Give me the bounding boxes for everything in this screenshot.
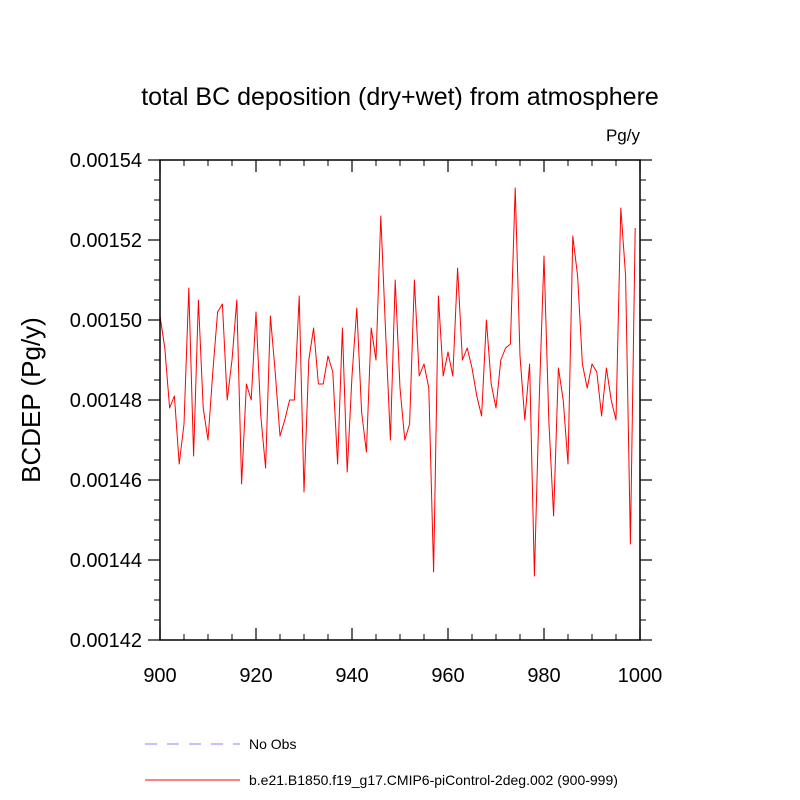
y-tick-label: 0.00142 bbox=[70, 630, 142, 652]
y-tick-label: 0.00152 bbox=[70, 230, 142, 252]
legend-label-1: b.e21.B1850.f19_g17.CMIP6-piControl-2deg… bbox=[249, 772, 618, 788]
plot-frame bbox=[159, 159, 641, 641]
axis-ticks bbox=[148, 159, 652, 641]
x-tick-label: 960 bbox=[431, 665, 464, 687]
units-label: Pg/y bbox=[606, 126, 641, 145]
chart-title: total BC deposition (dry+wet) from atmos… bbox=[141, 83, 659, 111]
legend: No Obs b.e21.B1850.f19_g17.CMIP6-piContro… bbox=[145, 736, 618, 788]
y-tick-label: 0.00154 bbox=[70, 150, 142, 172]
y-axis-label: BCDEP (Pg/y) bbox=[16, 317, 46, 483]
y-tick-label: 0.00144 bbox=[70, 550, 142, 572]
series-line-0 bbox=[159, 187, 636, 577]
x-tick-labels: 900 920 940 960 980 1000 bbox=[143, 665, 662, 687]
y-tick-labels: 0.00142 0.00144 0.00146 0.00148 0.00150 0.001… bbox=[70, 150, 142, 652]
legend-label-0: No Obs bbox=[249, 736, 296, 752]
series-layer bbox=[159, 187, 636, 577]
x-tick-label: 920 bbox=[239, 665, 272, 687]
x-tick-label: 1000 bbox=[618, 665, 663, 687]
x-tick-label: 940 bbox=[335, 665, 368, 687]
y-tick-label: 0.00150 bbox=[70, 310, 142, 332]
y-tick-label: 0.00148 bbox=[70, 390, 142, 412]
y-tick-label: 0.00146 bbox=[70, 470, 142, 492]
x-tick-label: 980 bbox=[527, 665, 560, 687]
x-tick-label: 900 bbox=[143, 665, 176, 687]
